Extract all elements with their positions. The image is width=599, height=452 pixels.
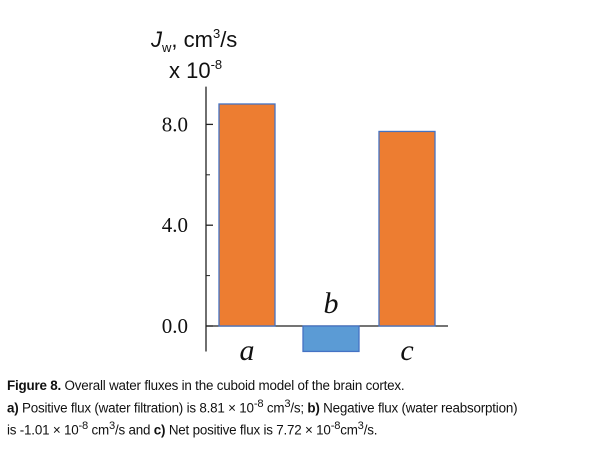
caption-c-unit-tail: /s.	[363, 422, 378, 438]
bars	[218, 103, 436, 353]
caption-figure-label: Figure 8.	[7, 378, 62, 393]
caption-c-text: Net positive flux is 7.72 × 10	[165, 422, 331, 438]
y-axis-scale: x 10-8	[169, 57, 222, 83]
caption-c-exp: -8	[330, 420, 341, 433]
figure-caption: Figure 8. Overall water fluxes in the cu…	[7, 376, 595, 440]
bar-chart: Jw, cm3/s x 10-8 0.0 4.0 8.0 a b c	[150, 26, 448, 367]
y-tick-label: 8.0	[162, 112, 188, 136]
caption-line-3: is -1.01 × 10-8 cm3/s and c) Net positiv…	[7, 417, 595, 439]
y-tick-labels: 0.0 4.0 8.0	[162, 112, 188, 338]
caption-b-unit-tail: /s and	[115, 422, 151, 438]
y-tick-label: 0.0	[162, 314, 188, 338]
caption-a-unit-tail: /s;	[290, 400, 304, 416]
caption-b-text: Negative flux (water reabsorption)	[319, 400, 518, 416]
caption-b-text2: is -1.01 × 10	[7, 422, 79, 438]
caption-c-label: c)	[150, 422, 166, 438]
caption-b-label: b)	[303, 400, 320, 416]
caption-c-unit: cm	[340, 422, 358, 438]
caption-b-unit-sup: 3	[108, 420, 115, 433]
caption-b-exp: -8	[78, 420, 88, 433]
caption-a-exp: -8	[253, 398, 264, 410]
caption-line-1: Figure 8. Overall water fluxes in the cu…	[7, 376, 595, 395]
caption-b-unit: cm	[88, 422, 110, 438]
bar-a	[218, 103, 276, 327]
bar-c	[378, 130, 436, 327]
category-label-c: c	[400, 334, 413, 367]
category-labels: a b c	[240, 287, 414, 367]
y-axis-title: Jw, cm3/s	[150, 26, 237, 55]
category-label-b: b	[324, 287, 339, 320]
bar-b	[302, 325, 360, 353]
caption-a-unit-sup: 3	[284, 398, 291, 410]
caption-title: Overall water fluxes in the cuboid model…	[61, 378, 405, 393]
caption-c-unit-sup: 3	[357, 420, 364, 433]
y-tick-label: 4.0	[162, 213, 188, 237]
category-label-a: a	[240, 334, 255, 367]
caption-a-text: Positive flux (water filtration) is 8.81…	[18, 400, 254, 416]
caption-a-label: a)	[7, 400, 19, 416]
caption-line-2: a) Positive flux (water filtration) is 8…	[7, 395, 595, 417]
caption-a-unit: cm	[263, 400, 285, 416]
